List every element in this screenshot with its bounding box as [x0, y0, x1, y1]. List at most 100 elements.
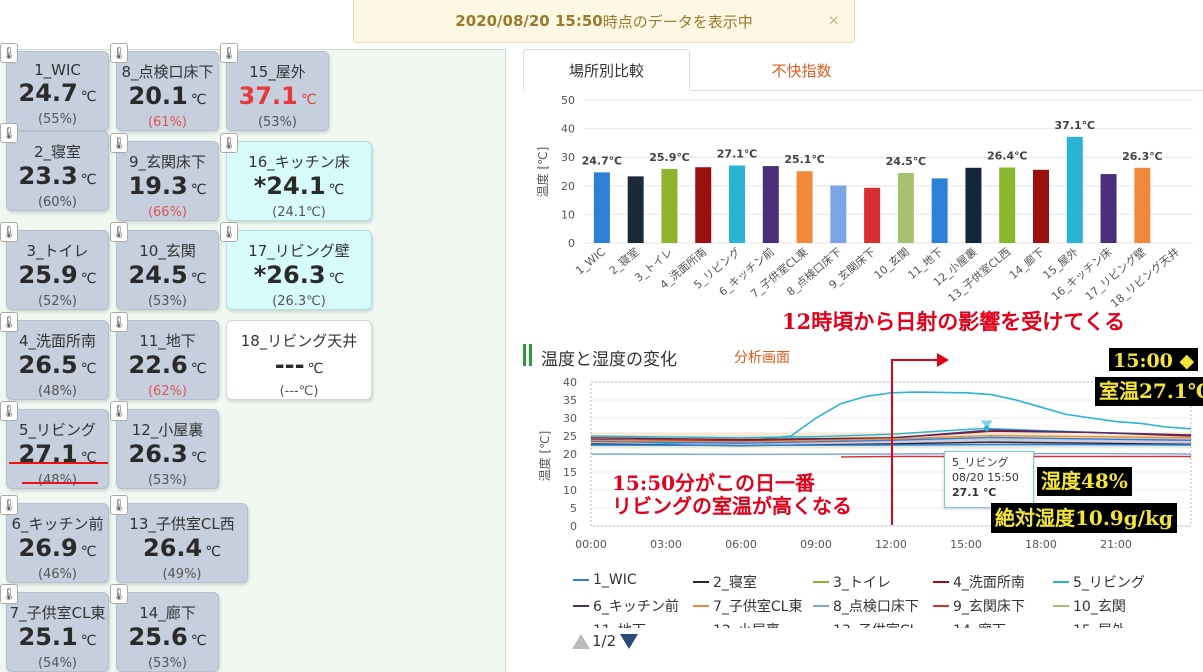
bar[interactable]	[830, 185, 847, 243]
legend-item[interactable]: 11_地下	[573, 620, 646, 628]
tab-location-compare[interactable]: 場所別比較	[523, 49, 690, 91]
sensor-tile[interactable]: 3_トイレ 25.9 ℃ (52%)	[6, 230, 109, 310]
sensor-tile[interactable]: 12_小屋裏 26.3 ℃ (53%)	[116, 409, 219, 489]
bar-data-label: 37.1℃	[1055, 119, 1095, 132]
chart-legend: 1_WIC 2_寝室 3_トイレ 4_洗面所南 5_リビング 6_キッチン前 7_子供室CL…	[573, 572, 1193, 628]
trend-section-header: 温度と湿度の変化 分析画面	[523, 342, 1203, 370]
legend-item[interactable]: 8_点検口床下	[813, 596, 919, 616]
annotation-abs-humidity: 絶対湿度10.9g/kg	[991, 503, 1177, 533]
legend-label: 10_玄関	[1073, 599, 1126, 615]
sensor-name: 18_リビング天井	[240, 332, 358, 350]
sensor-name: 1_WIC	[34, 61, 81, 79]
y-tick-label: 10	[561, 208, 575, 221]
bar[interactable]	[1033, 169, 1049, 243]
legend-item[interactable]: 9_玄関床下	[933, 596, 1025, 616]
sensor-tile[interactable]: 7_子供室CL東 25.1 ℃ (54%)	[6, 592, 109, 672]
sensor-tile[interactable]: 4_洗面所南 26.5 ℃ (48%)	[6, 320, 109, 400]
bar[interactable]	[965, 167, 982, 243]
bar[interactable]	[897, 172, 914, 243]
bar[interactable]	[1100, 174, 1117, 243]
sensor-tile[interactable]: 16_キッチン床 *24.1 ℃ (24.1℃)	[226, 141, 372, 221]
bar[interactable]	[729, 165, 745, 243]
bar[interactable]	[999, 167, 1016, 243]
sensor-humidity: (46%)	[37, 567, 78, 582]
x-tick-label: 10_玄関	[871, 245, 912, 282]
series-line[interactable]	[590, 434, 1192, 443]
notice-close-icon[interactable]: ×	[827, 11, 840, 29]
living-temp-underline	[9, 462, 108, 464]
legend-item[interactable]: 15_屋外	[1053, 620, 1126, 628]
legend-item[interactable]: 6_キッチン前	[573, 596, 679, 616]
sensor-tile[interactable]: 17_リビング壁 *26.3 ℃ (26.3℃)	[226, 230, 372, 310]
sensor-tile[interactable]: 13_子供室CL西 26.4 ℃ (49%)	[116, 503, 248, 583]
sensor-temp: 19.3 ℃	[128, 172, 207, 200]
thermometer-icon: 🌡	[110, 495, 128, 515]
series-line[interactable]	[590, 452, 1192, 456]
tooltip-time: 08/20 15:50	[952, 471, 1019, 484]
bar[interactable]	[593, 172, 610, 243]
sensor-name: 15_屋外	[249, 63, 306, 81]
sensor-tile[interactable]: 1_WIC 24.7 ℃ (55%)	[6, 51, 109, 131]
highlight-marker	[980, 420, 993, 429]
legend-item[interactable]: 5_リビング	[1053, 572, 1145, 592]
tab-discomfort-index[interactable]: 不快指数	[771, 61, 832, 80]
bar-data-label: 27.1℃	[717, 147, 757, 160]
legend-item[interactable]: 3_トイレ	[813, 572, 891, 592]
bar[interactable]	[627, 176, 644, 243]
sensor-tile[interactable]: 6_キッチン前 26.9 ℃ (46%)	[6, 503, 109, 583]
sensor-tile[interactable]: 8_点検口床下 20.1 ℃ (61%)	[116, 51, 219, 131]
legend-item[interactable]: 4_洗面所南	[933, 572, 1025, 592]
bar[interactable]	[695, 167, 712, 243]
y-tick-label: 40	[561, 123, 575, 136]
analysis-link[interactable]: 分析画面	[734, 350, 790, 366]
bar[interactable]	[931, 178, 948, 243]
bar[interactable]	[661, 168, 678, 243]
legend-item[interactable]: 7_子供室CL東	[693, 596, 802, 616]
sensor-tile[interactable]: 9_玄関床下 19.3 ℃ (66%)	[116, 141, 219, 221]
bar[interactable]	[1134, 167, 1151, 243]
sensor-tile[interactable]: 11_地下 22.6 ℃ (62%)	[116, 320, 219, 400]
bar[interactable]	[864, 187, 881, 243]
bar[interactable]	[1066, 136, 1083, 243]
series-line[interactable]	[590, 391, 1192, 445]
annotation-arrow-line	[891, 359, 939, 361]
bar[interactable]	[796, 171, 813, 243]
thermometer-icon: 🌡	[110, 43, 128, 63]
legend-swatch	[933, 581, 949, 583]
legend-item[interactable]: 14_廊下	[933, 620, 1006, 628]
sensor-tile[interactable]: 18_リビング天井 --- ℃ (---℃)	[226, 320, 372, 400]
chart-tooltip: 5_リビング 08/20 15:50 27.1 ℃	[944, 451, 1034, 508]
sensor-tile[interactable]: 5_リビング 27.1 ℃ (48%)	[6, 409, 109, 489]
temp-unit: ℃	[328, 182, 345, 198]
x-tick-label: 03:00	[650, 538, 682, 551]
thermometer-icon: 🌡	[110, 222, 128, 242]
series-line[interactable]	[590, 429, 1192, 442]
legend-pager: 1/2	[572, 632, 639, 650]
legend-swatch	[813, 581, 829, 583]
legend-label: 6_キッチン前	[593, 599, 679, 615]
series-line[interactable]	[590, 436, 1192, 444]
sensor-tile[interactable]: 2_寝室 23.3 ℃ (60%)	[6, 131, 109, 211]
series-line[interactable]	[590, 443, 1192, 447]
sensor-tile[interactable]: 10_玄関 24.5 ℃ (53%)	[116, 230, 219, 310]
legend-swatch	[693, 605, 709, 607]
y-tick-label: 20	[561, 180, 575, 193]
sensor-temp: 26.4 ℃	[143, 534, 221, 562]
annotation-peak-1: 15:50分がこの日一番	[612, 471, 816, 495]
sensor-tile[interactable]: 14_廊下 25.6 ℃ (53%)	[116, 592, 219, 672]
legend-item[interactable]: 12_小屋裏	[693, 620, 780, 628]
annotation-vertical-line	[891, 360, 893, 525]
sensor-temp: *24.1 ℃	[253, 172, 345, 200]
pager-up-icon[interactable]	[572, 633, 590, 649]
sensor-tile[interactable]: 15_屋外 37.1 ℃ (53%)	[226, 51, 329, 131]
legend-item[interactable]: 1_WIC	[573, 572, 637, 588]
legend-item[interactable]: 2_寝室	[693, 572, 757, 592]
pager-down-icon[interactable]	[620, 633, 639, 649]
bar-data-label: 24.7℃	[582, 154, 622, 167]
temp-unit: ℃	[80, 633, 97, 649]
legend-item[interactable]: 10_玄関	[1053, 596, 1126, 616]
legend-item[interactable]: 13_子供室CL	[813, 620, 917, 628]
sensor-temp: 20.1 ℃	[128, 82, 207, 110]
bar[interactable]	[762, 166, 779, 243]
notice-text: 時点のデータを表示中	[602, 12, 753, 31]
